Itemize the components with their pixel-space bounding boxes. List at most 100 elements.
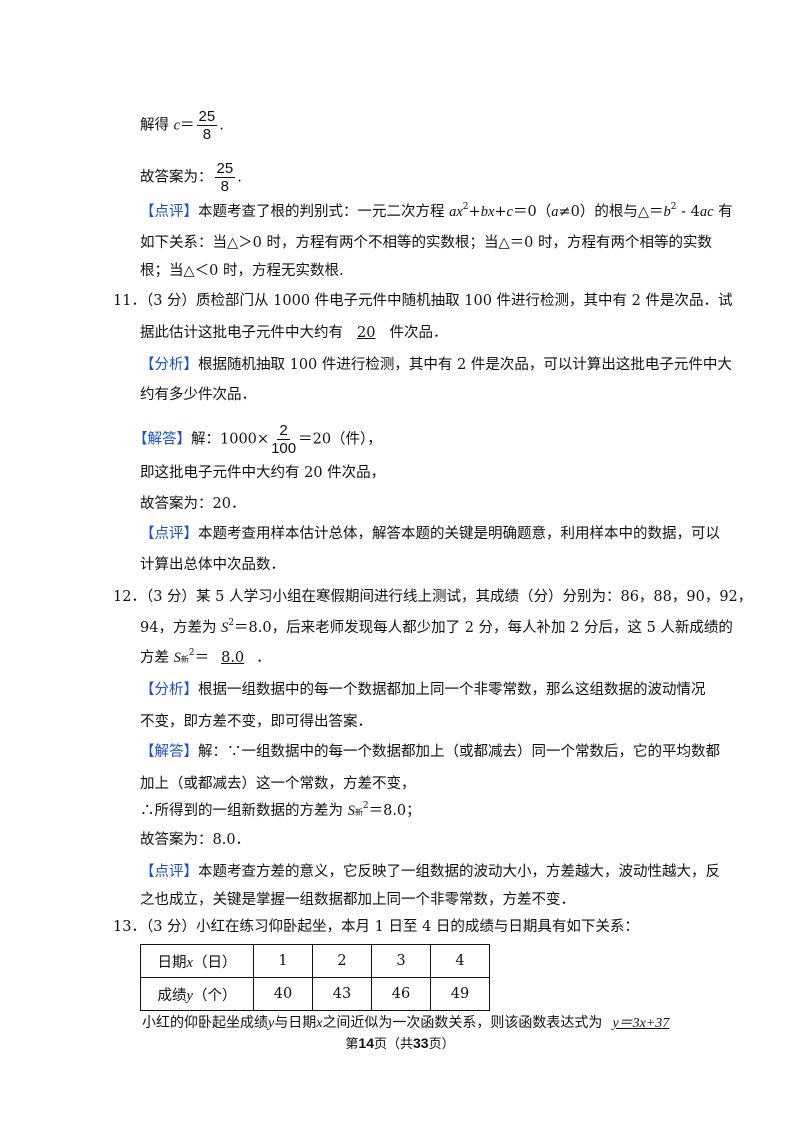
text: ＝8.0，后来老师发现每人都少加了 2 分，每人补加 2 分后，这 5 人新成绩…: [234, 620, 733, 636]
text: - 4: [676, 204, 700, 220]
sub: 新: [354, 808, 363, 817]
var: a: [551, 204, 559, 220]
denominator: 8: [220, 178, 230, 195]
text: 件次品．: [389, 325, 448, 341]
review-line: 【点评】本题考查用样本估计总体，解答本题的关键是明确题意，利用样本中的数据，可以: [140, 524, 720, 544]
text-line: 即这批电子元件中大约有 20 件次品，: [140, 465, 386, 481]
review-line: 【点评】本题考查方差的意义，它反映了一组数据的波动大小，方差越大，波动性越大，反: [140, 862, 720, 882]
answer-blank: y＝3x+37: [612, 1016, 670, 1031]
solution-tag: 【解答】: [133, 431, 191, 448]
text-line: 不变，即方差不变，即可得出答案．: [140, 714, 372, 730]
text: ＝20（件），: [298, 431, 382, 448]
text: 据此估计这批电子元件中大约有: [140, 325, 343, 341]
var: bx: [480, 204, 495, 220]
text: 本题考查用样本估计总体，解答本题的关键是明确题意，利用样本中的数据，可以: [198, 526, 720, 542]
text: 与日期: [274, 1015, 317, 1031]
review-tag: 【点评】: [140, 864, 198, 880]
denominator: 100: [271, 440, 297, 457]
sup: 2: [188, 648, 195, 658]
page-footer: 第14页（共33页）: [0, 1033, 800, 1052]
text: 94，方差为: [140, 620, 222, 636]
question-12: 12．（3 分）某 5 人学习小组在寒假期间进行线上测试，其成绩（分）分别为：8…: [113, 589, 753, 605]
text: 根据一组数据中的每一个数据都加上同一个非零常数，那么这组数据的波动情况: [198, 682, 706, 698]
solution-tag: 【解答】: [140, 744, 198, 760]
text: ∴所得到的一组新数据的方差为: [140, 803, 348, 819]
text-line: 之也成立，关键是掌握一组数据都加上同一个非零常数，方差不变．: [140, 892, 575, 908]
text: 故答案为：: [140, 169, 213, 186]
text: +: [468, 204, 481, 220]
text-line: 方差 S新2＝ 8.0 ．: [140, 648, 271, 670]
data-table: 日期x（日） 1 2 3 4 成绩y（个） 40 43 46 49: [140, 944, 490, 1011]
solution-line: 【解答】解：1000× 2 100 ＝20（件），: [133, 422, 382, 457]
var: ac: [699, 204, 714, 220]
table-cell: 1: [253, 944, 313, 978]
numerator: 25: [196, 108, 218, 126]
analysis-tag: 【分析】: [140, 357, 198, 373]
sup: 2: [462, 202, 469, 212]
text: 解：∵一组数据中的每一个数据都加上（或都减去）同一个常数后，它的平均数都: [198, 744, 720, 760]
review-tag: 【点评】: [140, 526, 198, 542]
var: y: [186, 987, 193, 1004]
text: 有: [713, 204, 733, 220]
review-line: 【点评】本题考查了根的判别式：一元二次方程 ax2+bx+c＝0（a≠0）的根与…: [140, 202, 733, 222]
text: .: [219, 117, 224, 134]
analysis-line: 【分析】根据随机抽取 100 件进行检测，其中有 2 件是次品，可以计算出这批电…: [140, 355, 732, 375]
text: 本题考查方差的意义，它反映了一组数据的波动大小，方差越大，波动性越大，反: [198, 864, 720, 880]
text: 小红的仰卧起坐成绩: [142, 1015, 268, 1031]
sup: 2: [228, 618, 235, 628]
text-line: ∴所得到的一组新数据的方差为 S新2＝8.0；: [140, 801, 421, 823]
sup: 2: [362, 801, 369, 811]
solution-line: 【解答】解：∵一组数据中的每一个数据都加上（或都减去）同一个常数后，它的平均数都: [140, 742, 720, 762]
text: .: [237, 169, 242, 186]
numerator: 2: [277, 422, 290, 440]
numerator: 25: [214, 160, 236, 178]
analysis-line: 【分析】根据一组数据中的每一个数据都加上同一个非零常数，那么这组数据的波动情况: [140, 680, 706, 700]
var: ax: [449, 204, 463, 220]
text: 解得: [140, 117, 174, 134]
text: ＝8.0；: [368, 803, 421, 819]
question-11: 11．（3 分）质检部门从 1000 件电子元件中随机抽取 100 件进行检测，…: [113, 293, 733, 309]
text-line: 据此估计这批电子元件中大约有 20 件次品．: [140, 323, 447, 343]
page-number: 14: [358, 1035, 374, 1051]
text-line: 故答案为：20．: [140, 496, 246, 512]
table-header: 日期x（日）: [140, 944, 254, 978]
denominator: 8: [202, 126, 212, 143]
var: S: [221, 620, 229, 636]
text: 页（共: [373, 1037, 413, 1052]
table-cell: 43: [312, 977, 372, 1011]
var: x: [186, 954, 193, 971]
text: （个）: [192, 987, 237, 1004]
text: 页）: [428, 1037, 455, 1052]
var: b: [663, 204, 671, 220]
text: ≠0）的根与△＝: [558, 204, 664, 220]
text: ＝0（: [512, 204, 552, 220]
text: 日期: [157, 954, 187, 971]
fraction: 25 8: [196, 108, 218, 143]
table-header: 成绩y（个）: [140, 977, 254, 1011]
table-cell: 40: [253, 977, 313, 1011]
review-tag: 【点评】: [140, 204, 198, 220]
table-row: 日期x（日） 1 2 3 4: [140, 944, 490, 978]
total-pages: 33: [413, 1035, 429, 1051]
text-line: 如下关系：当△＞0 时，方程有两个不相等的实数根；当△＝0 时，方程有两个相等的…: [140, 235, 712, 251]
fraction: 25 8: [214, 160, 236, 195]
text: 本题考查了根的判别式：一元二次方程: [198, 204, 450, 220]
text: 成绩: [157, 987, 187, 1004]
var: c: [506, 204, 513, 220]
text: 解：1000×: [191, 431, 270, 448]
table-row: 成绩y（个） 40 43 46 49: [140, 977, 490, 1011]
var: S: [347, 803, 355, 819]
text: ．: [256, 650, 271, 666]
sup: 2: [670, 202, 677, 212]
text-line: 小红的仰卧起坐成绩y与日期x之间近似为一次函数关系，则该函数表达式为 y＝3x+3…: [142, 1013, 673, 1034]
answer-blank: 8.0: [221, 650, 245, 666]
var: c: [173, 117, 181, 134]
text: ＝: [194, 650, 210, 666]
text: ＝: [180, 117, 195, 134]
text: 方差: [140, 650, 174, 666]
var: S: [173, 650, 181, 666]
text: 第: [345, 1037, 359, 1052]
text-line: 加上（或都减去）这一个常数，方差不变，: [140, 776, 416, 792]
question-13: 13．（3 分）小红在练习仰卧起坐，本月 1 日至 4 日的成绩与日期具有如下关…: [113, 919, 639, 935]
text-line: 根；当△＜0 时，方程无实数根.: [140, 263, 344, 279]
